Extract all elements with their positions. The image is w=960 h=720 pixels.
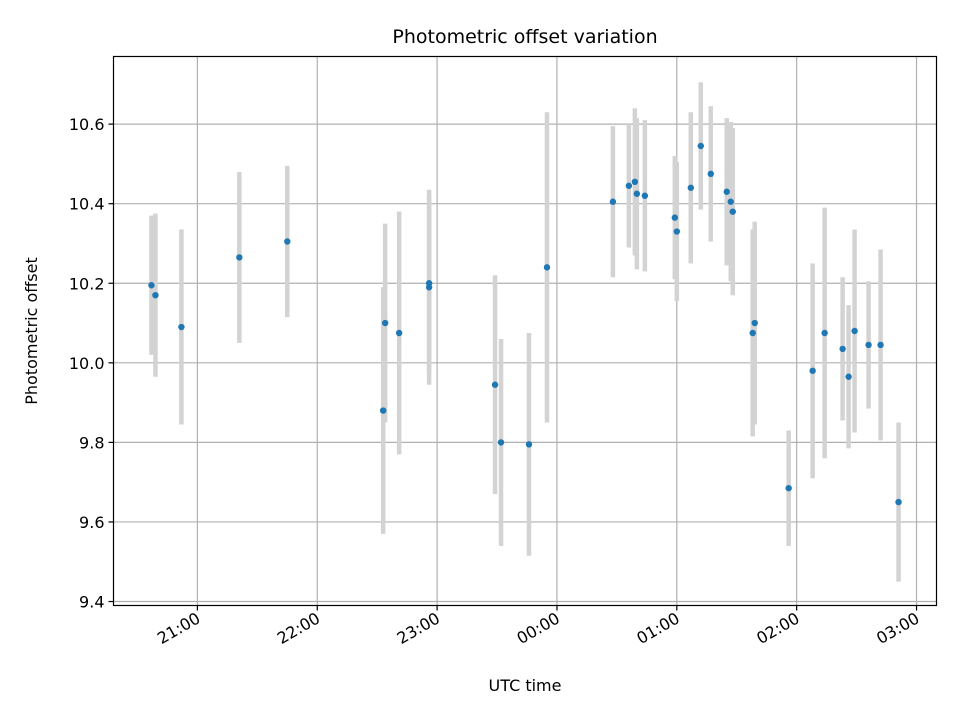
data-point <box>671 214 679 221</box>
y-tick-label: 10.2 <box>69 274 105 293</box>
data-point <box>284 238 291 245</box>
y-tick-label: 9.6 <box>79 513 104 532</box>
data-point <box>543 264 551 271</box>
data-point <box>723 188 730 195</box>
data-point <box>633 190 641 197</box>
y-tick-label: 10.4 <box>69 195 105 214</box>
data-point <box>631 178 639 186</box>
chart-title: Photometric offset variation <box>392 26 657 48</box>
data-point <box>809 367 816 374</box>
data-point <box>865 341 872 349</box>
data-point <box>895 498 902 506</box>
x-axis-label: UTC time <box>489 676 562 695</box>
plot-frame <box>112 55 938 607</box>
data-point <box>729 208 736 215</box>
y-axis-label: Photometric offset <box>22 257 41 405</box>
data-point <box>641 192 649 199</box>
data-point <box>845 373 852 380</box>
data-point <box>707 170 714 178</box>
data-point <box>491 381 499 388</box>
data-point <box>609 198 617 205</box>
data-point <box>395 329 403 337</box>
y-tick-label: 10.6 <box>69 115 105 134</box>
data-point <box>525 441 533 448</box>
data-point <box>749 329 756 337</box>
y-tick-label: 9.8 <box>79 433 104 452</box>
data-point <box>877 341 884 349</box>
y-tick-label: 10.0 <box>69 354 105 373</box>
data-point <box>381 319 389 327</box>
data-point <box>497 439 505 446</box>
data-point <box>425 280 433 287</box>
data-point <box>625 182 633 189</box>
data-point <box>673 228 681 235</box>
data-point <box>839 345 846 353</box>
data-point <box>152 291 159 299</box>
data-point <box>697 142 704 150</box>
data-point <box>687 184 694 191</box>
data-point <box>751 319 758 327</box>
data-point <box>851 327 858 335</box>
data-point <box>236 254 243 261</box>
data-point <box>727 198 734 205</box>
data-point <box>821 329 828 337</box>
data-point <box>178 323 185 331</box>
data-points <box>148 142 902 506</box>
data-point <box>148 282 155 289</box>
data-point <box>785 484 792 492</box>
data-point <box>379 407 387 414</box>
grid <box>113 56 937 606</box>
y-tick-label: 9.4 <box>79 593 104 612</box>
